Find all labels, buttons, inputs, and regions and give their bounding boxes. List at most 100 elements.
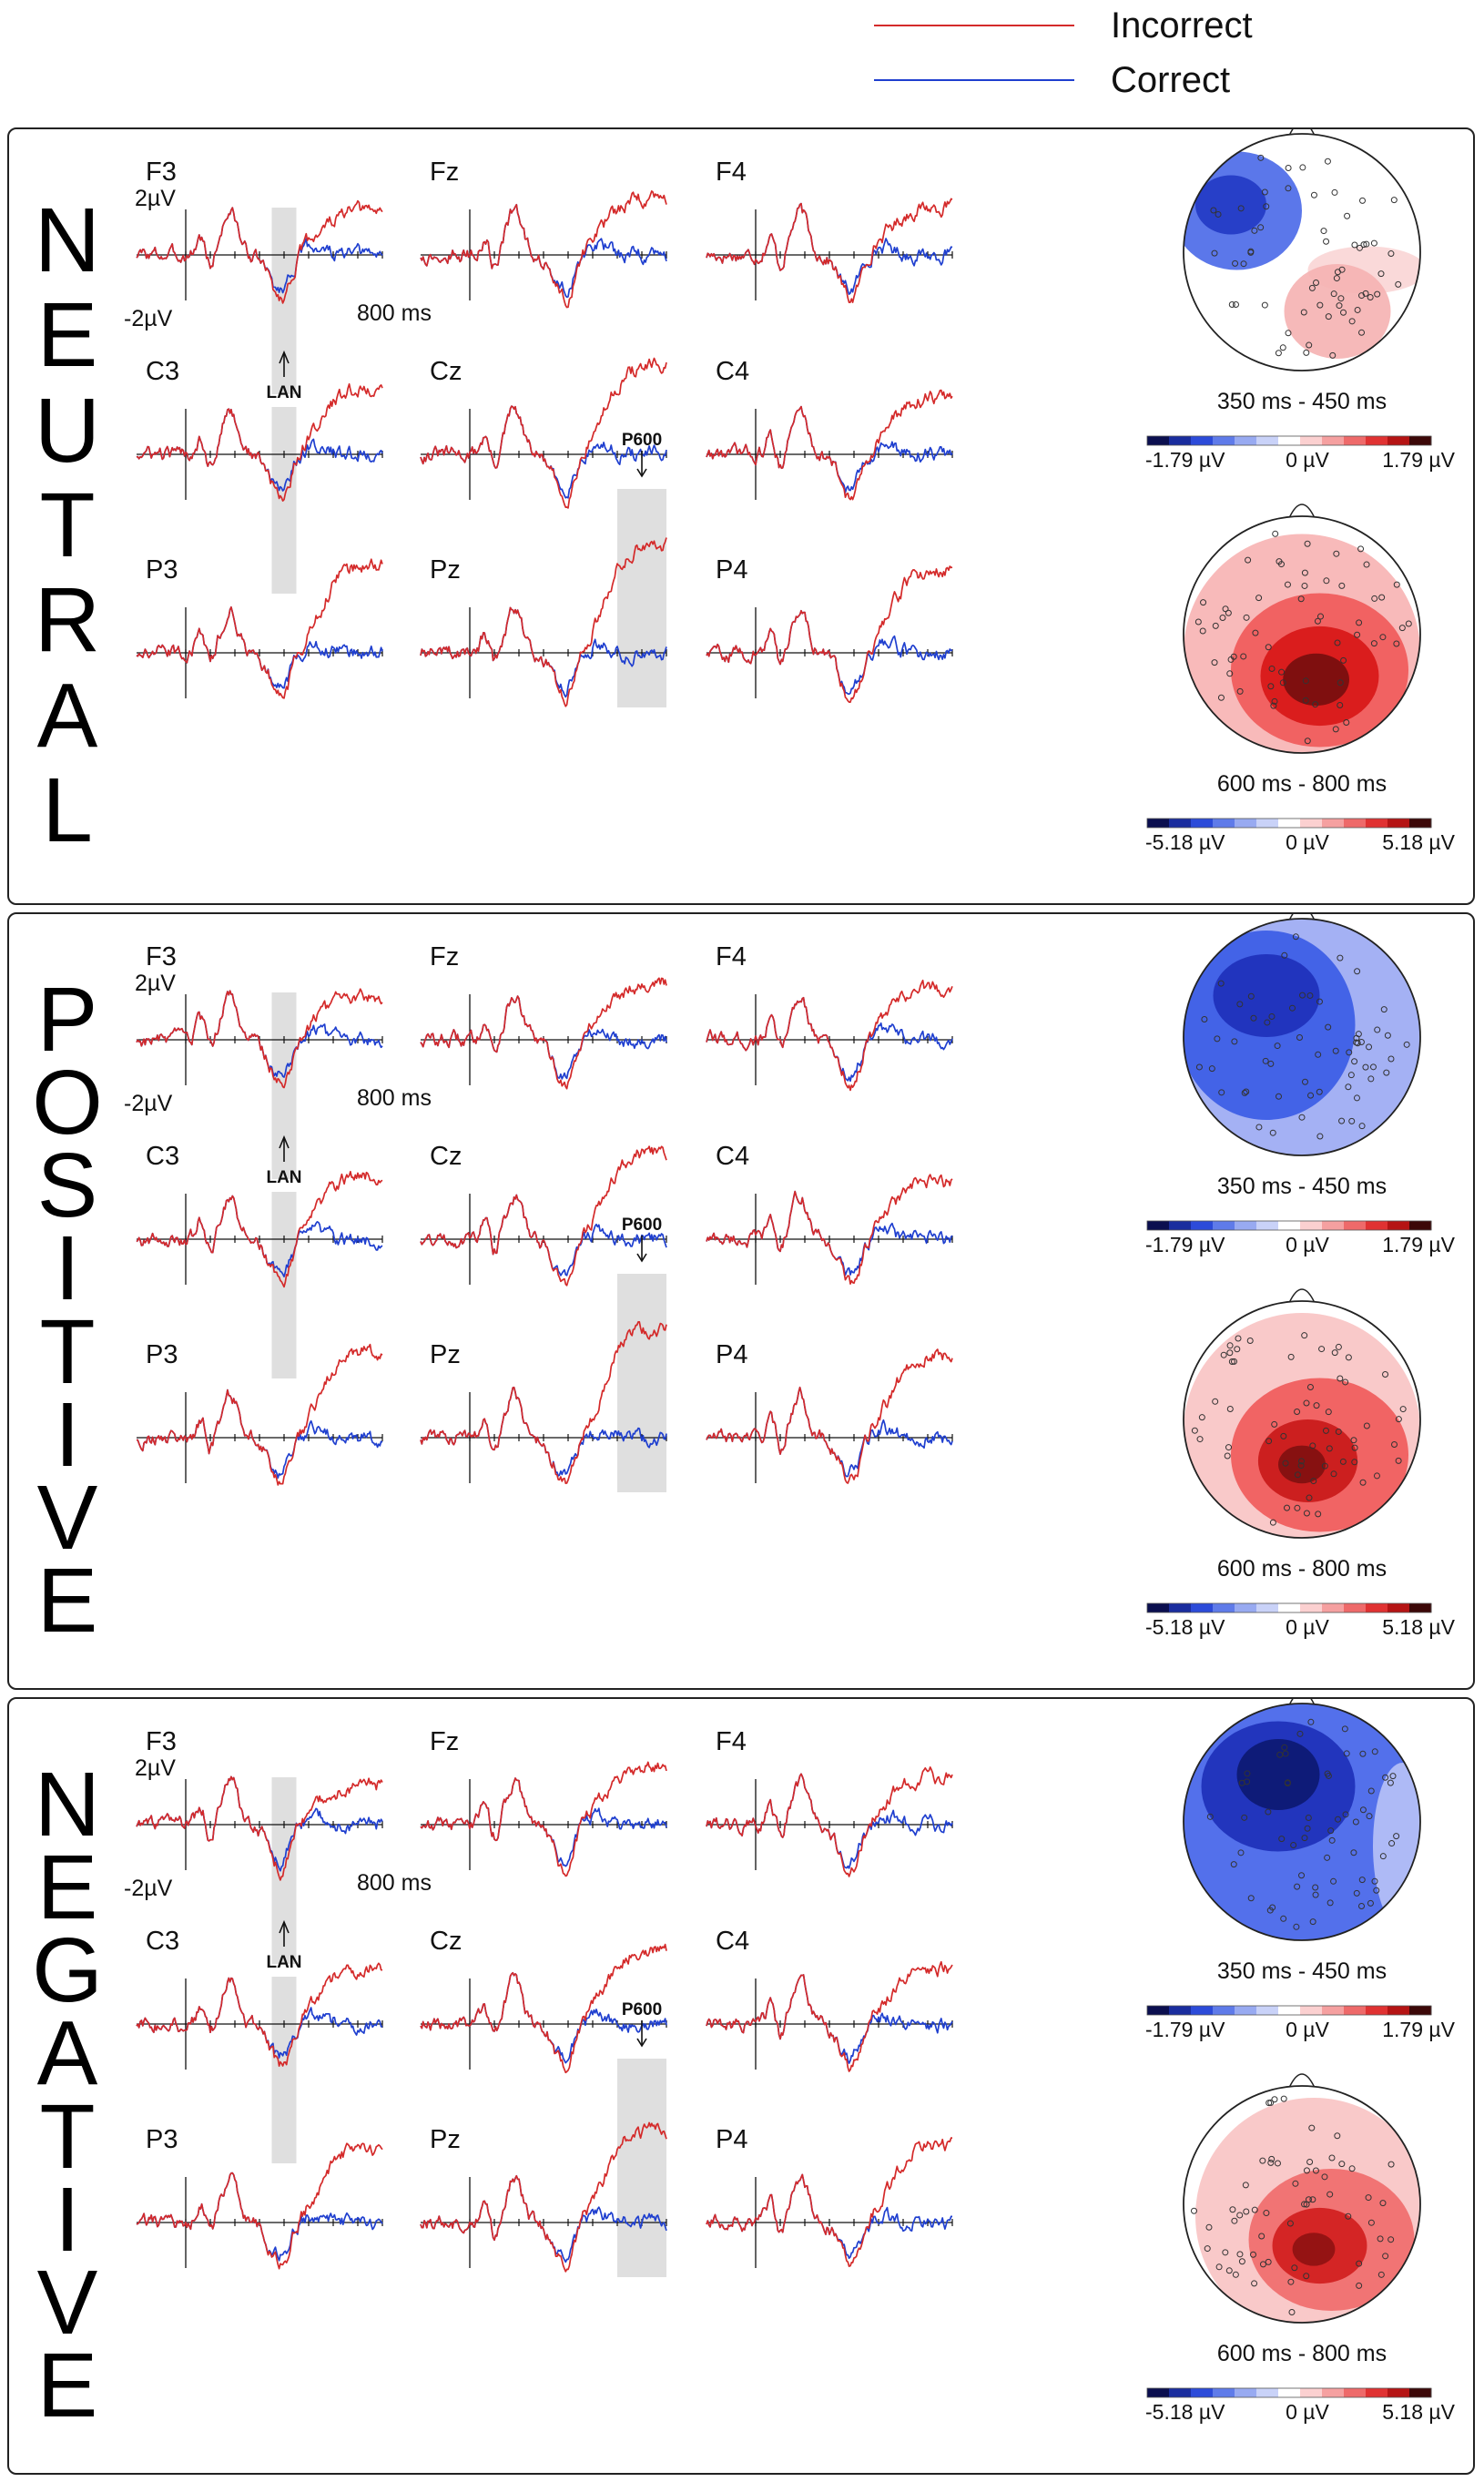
panel-title-letter: E xyxy=(36,1836,98,1938)
electrode-site xyxy=(1393,1833,1400,1840)
electrode-label: C4 xyxy=(716,357,749,386)
electrode-site xyxy=(1301,1332,1308,1339)
electrode-site xyxy=(1393,640,1400,647)
electrode-site xyxy=(1322,1427,1329,1434)
electrode-site xyxy=(1271,697,1278,705)
electrode-site xyxy=(1331,1349,1338,1357)
colorbar-segment xyxy=(1213,2006,1235,2015)
electrode-site xyxy=(1374,290,1381,298)
electrode-site xyxy=(1387,250,1395,258)
electrode-site xyxy=(1354,968,1361,975)
colorbar-segment xyxy=(1344,2388,1367,2397)
electrode-site xyxy=(1284,1504,1291,1511)
electrode-site xyxy=(1265,2258,1272,2265)
electrode-site xyxy=(1387,2236,1395,2243)
electrode-site xyxy=(1369,1063,1377,1071)
colorbar-segment xyxy=(1256,2006,1279,2015)
colorbar-max-label: 5.18 µV xyxy=(1382,2400,1455,2424)
colorbar-segment xyxy=(1300,1603,1323,1612)
electrode-site xyxy=(1348,1117,1356,1124)
panel-title-letter: I xyxy=(55,1383,80,1486)
electrode-site xyxy=(1324,158,1331,165)
colorbar-segment xyxy=(1235,2388,1257,2397)
colorbar-segment xyxy=(1278,1221,1301,1230)
electrode-site xyxy=(1354,631,1361,638)
waveform-incorrect xyxy=(420,977,667,1090)
electrode-label: F4 xyxy=(716,1727,747,1756)
electrode-site xyxy=(1261,188,1268,196)
p600-arrowhead xyxy=(636,468,647,478)
electrode-site xyxy=(1294,1504,1301,1511)
erp-channel-p4: P4 xyxy=(706,555,953,703)
electrode-site xyxy=(1366,1813,1373,1820)
electrode-site xyxy=(1325,1409,1332,1416)
electrode-site xyxy=(1341,1725,1348,1733)
panel-title-letter: A xyxy=(36,2002,98,2105)
electrode-site xyxy=(1307,1718,1315,1725)
electrode-site xyxy=(1241,1814,1248,1821)
colorbar-segment xyxy=(1387,819,1410,828)
electrode-site xyxy=(1323,577,1330,585)
scale-bottom-label: -2µV xyxy=(124,306,173,331)
colorbar-segment xyxy=(1387,2388,1410,2397)
erp-channel-p3: P3 xyxy=(136,1340,383,1486)
topomap-late: 600 ms - 800 ms -5.18 µV 0 µV 5.18 µV xyxy=(1145,1288,1456,1639)
electrode-site xyxy=(1303,2273,1310,2280)
electrode-site xyxy=(1287,1353,1295,1360)
electrode-site xyxy=(1326,1899,1334,1907)
electrode-site xyxy=(1391,1441,1398,1449)
colorbar-segment xyxy=(1213,436,1235,445)
colorbar-segment xyxy=(1256,819,1279,828)
electrode-site xyxy=(1374,1026,1381,1033)
scale-bottom-label: -2µV xyxy=(124,1091,173,1116)
electrode-site xyxy=(1276,1751,1284,1758)
electrode-site xyxy=(1353,1094,1360,1102)
scale-top-label: 2µV xyxy=(135,1755,176,1781)
panel-title-letter: S xyxy=(36,1134,98,1237)
electrode-site xyxy=(1304,737,1311,745)
electrode-site xyxy=(1301,1835,1308,1842)
electrode-site xyxy=(1323,238,1330,245)
electrode-site xyxy=(1326,1445,1333,1452)
electrode-site xyxy=(1279,344,1286,351)
electrode-site xyxy=(1357,545,1365,553)
electrode-site xyxy=(1281,1744,1288,1751)
electrode-site xyxy=(1284,581,1291,588)
electrode-site xyxy=(1243,1088,1250,1095)
electrode-site xyxy=(1292,2180,1299,2187)
colorbar-segment xyxy=(1278,1603,1301,1612)
topomap-fill xyxy=(1184,919,1420,1155)
colorbar-segment xyxy=(1213,2388,1235,2397)
waveform-correct xyxy=(420,203,667,299)
electrode-site xyxy=(1309,1442,1316,1450)
colorbar-segment xyxy=(1387,1603,1410,1612)
electrode-label: F4 xyxy=(716,942,747,971)
colorbar-segment xyxy=(1147,1221,1170,1230)
electrode-site xyxy=(1190,2207,1197,2214)
waveform-incorrect xyxy=(420,2121,667,2273)
electrode-site xyxy=(1226,1349,1234,1357)
electrode-site xyxy=(1268,2155,1276,2162)
electrode-site xyxy=(1280,1915,1287,1922)
electrode-site xyxy=(1316,1088,1323,1095)
electrode-site xyxy=(1214,1035,1221,1043)
electrode-site xyxy=(1312,2167,1319,2174)
electrode-site xyxy=(1405,620,1412,627)
topomap-early: 350 ms - 450 ms -1.79 µV 0 µV 1.79 µV xyxy=(1145,129,1456,472)
electrode-site xyxy=(1222,605,1229,613)
head-outline xyxy=(1183,1300,1421,1539)
erp-channel-cz: Cz xyxy=(420,1927,667,2074)
electrode-site xyxy=(1296,1730,1304,1737)
colorbar-segment xyxy=(1366,1603,1388,1612)
colorbar-segment xyxy=(1147,2006,1170,2015)
electrode-site xyxy=(1382,1370,1389,1378)
electrode-site xyxy=(1312,701,1319,708)
head-outline xyxy=(1183,515,1421,754)
electrode-site xyxy=(1358,329,1366,336)
waveform-incorrect xyxy=(420,1320,667,1485)
electrode-site xyxy=(1337,679,1344,687)
head-outline xyxy=(1183,918,1421,1156)
colorbar-min-label: -1.79 µV xyxy=(1145,2018,1225,2041)
electrode-site xyxy=(1257,154,1265,161)
